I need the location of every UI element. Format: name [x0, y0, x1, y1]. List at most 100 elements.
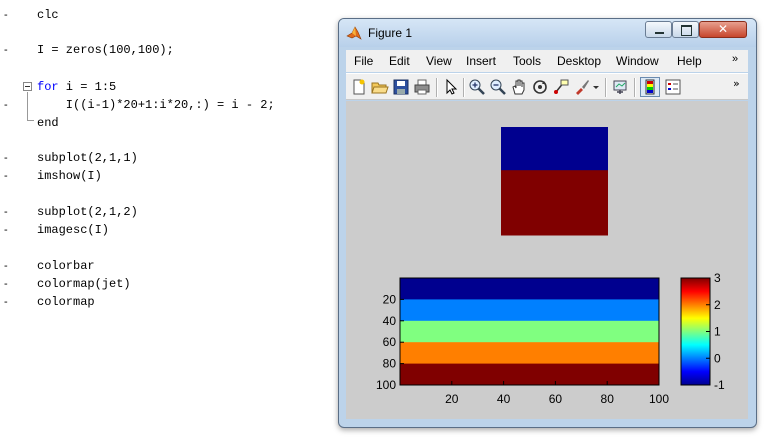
insert-colorbar-icon[interactable]	[640, 77, 660, 97]
toolbar-separator	[605, 78, 607, 97]
line-marker: -	[4, 44, 8, 56]
colorbar-tick-label: -1	[714, 378, 725, 392]
fold-guide-end	[27, 120, 34, 121]
axes-box	[399, 277, 660, 386]
colorbar-gradient	[680, 277, 711, 386]
brush-icon[interactable]	[573, 78, 591, 96]
code-line[interactable]: - subplot(2,1,1)	[0, 149, 778, 167]
save-icon[interactable]	[392, 78, 410, 96]
figure-menubar: File Edit View Insert Tools Desktop Wind…	[346, 50, 748, 72]
colorbar-tick-label: 0	[714, 351, 721, 365]
line-marker: -	[4, 278, 8, 290]
y-tick-label: 20	[383, 292, 397, 306]
matlab-logo-icon	[346, 26, 362, 40]
menu-edit[interactable]: Edit	[389, 54, 410, 68]
fold-guide-line	[27, 92, 28, 120]
heatmap-band	[400, 342, 659, 365]
code-text: I((i-1)*20+1:i*20,:) = i - 2;	[37, 98, 275, 112]
line-marker: -	[4, 206, 8, 218]
y-tick-label: 100	[376, 378, 396, 392]
menu-overflow-icon[interactable]: »	[732, 53, 739, 65]
image-band	[501, 213, 608, 236]
code-line[interactable]: - clc	[0, 6, 778, 24]
heatmap-band	[400, 320, 659, 343]
line-marker: -	[4, 9, 8, 21]
code-line[interactable]: - I = zeros(100,100);	[0, 41, 778, 59]
close-icon: ✕	[717, 22, 729, 36]
pan-hand-icon[interactable]	[510, 78, 528, 96]
x-tick-label: 20	[445, 392, 459, 406]
code-text: I = zeros(100,100);	[37, 43, 174, 57]
heatmap-band	[400, 299, 659, 322]
figure-window[interactable]: Figure 1 ✕ File Edit View Insert Tools D…	[338, 18, 757, 428]
colorbar[interactable]: 3 2 1 0 -1	[680, 271, 725, 392]
code-line[interactable]: - imshow(I)	[0, 167, 778, 185]
minimize-button[interactable]	[645, 21, 672, 38]
line-marker: -	[4, 170, 8, 182]
code-text: clc	[37, 8, 59, 22]
heatmap-band	[400, 278, 659, 300]
code-text: colormap(jet)	[37, 277, 131, 291]
figure-title: Figure 1	[368, 26, 413, 40]
close-button[interactable]: ✕	[699, 21, 747, 38]
image-band	[501, 170, 608, 193]
code-fragment: i = 1:5	[58, 80, 117, 94]
code-line[interactable]: for i = 1:5	[0, 78, 778, 96]
figure-titlebar[interactable]: Figure 1 ✕	[339, 19, 756, 47]
toolbar-overflow-icon[interactable]: »	[733, 77, 740, 90]
imagesc-axes[interactable]: 20 40 60 80 100 20 40 60 80 100	[376, 277, 669, 406]
new-figure-icon[interactable]	[350, 78, 368, 96]
maximize-button[interactable]	[672, 21, 699, 38]
line-marker: -	[4, 152, 8, 164]
x-tick-label: 100	[649, 392, 669, 406]
line-marker: -	[4, 99, 8, 111]
code-line[interactable]: end	[0, 114, 778, 132]
toolbar-separator	[463, 78, 465, 97]
code-text: subplot(2,1,2)	[37, 205, 138, 219]
menu-file[interactable]: File	[354, 54, 374, 68]
code-fold-toggle[interactable]	[23, 82, 32, 91]
rotate-3d-icon[interactable]	[531, 78, 549, 96]
figure-toolbar: »	[346, 73, 748, 100]
brush-dropdown-icon[interactable]	[591, 78, 601, 96]
code-line[interactable]: - imagesc(I)	[0, 221, 778, 239]
open-file-icon[interactable]	[371, 78, 389, 96]
link-plot-icon[interactable]	[611, 78, 629, 96]
image-band	[501, 127, 608, 150]
data-cursor-icon[interactable]	[552, 78, 570, 96]
toolbar-separator	[436, 78, 438, 97]
print-icon[interactable]	[413, 78, 431, 96]
menu-insert[interactable]: Insert	[466, 54, 497, 68]
menu-help[interactable]: Help	[677, 54, 702, 68]
image-band	[501, 148, 608, 171]
code-line[interactable]: - colormap(jet)	[0, 275, 778, 293]
code-line[interactable]: - I((i-1)*20+1:i*20,:) = i - 2;	[0, 96, 778, 114]
code-text: imagesc(I)	[37, 223, 110, 237]
code-text: colorbar	[37, 259, 95, 273]
zoom-in-icon[interactable]	[468, 78, 486, 96]
menu-desktop[interactable]: Desktop	[557, 54, 602, 68]
menu-view[interactable]: View	[426, 54, 452, 68]
toolbar-separator	[634, 78, 636, 97]
menu-tools[interactable]: Tools	[513, 54, 542, 68]
line-marker: -	[4, 224, 8, 236]
insert-legend-icon[interactable]	[664, 78, 682, 96]
x-tick-label: 40	[497, 392, 511, 406]
keyword-for: for	[37, 80, 59, 94]
heatmap-band	[400, 363, 659, 386]
imshow-image	[501, 127, 608, 236]
code-line[interactable]: - subplot(2,1,2)	[0, 203, 778, 221]
menu-window[interactable]: Window	[616, 54, 659, 68]
edit-plot-arrow-icon[interactable]	[442, 78, 460, 96]
figure-canvas[interactable]: 20 40 60 80 100 20 40 60 80 100 3 2 1 0 -1	[346, 101, 748, 419]
zoom-out-icon[interactable]	[489, 78, 507, 96]
code-text: colormap	[37, 295, 95, 309]
colorbar-tick-label: 1	[714, 325, 721, 339]
x-tick-label: 80	[601, 392, 615, 406]
line-marker: -	[4, 296, 8, 308]
y-tick-label: 60	[383, 335, 397, 349]
code-line[interactable]: - colorbar	[0, 257, 778, 275]
colorbar-tick-label: 3	[714, 271, 721, 285]
code-text: subplot(2,1,1)	[37, 151, 138, 165]
code-line[interactable]: - colormap	[0, 293, 778, 311]
